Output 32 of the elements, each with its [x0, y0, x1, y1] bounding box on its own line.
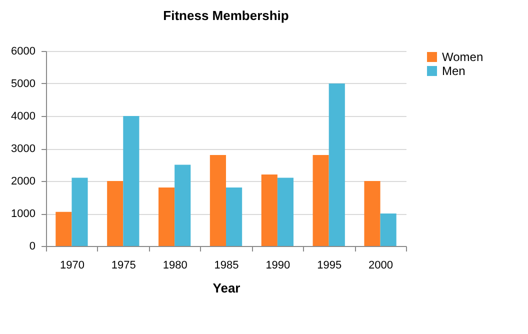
bar — [210, 155, 226, 246]
bar — [380, 214, 396, 246]
y-tick-label: 4000 — [11, 110, 36, 122]
x-axis-title: Year — [212, 280, 240, 296]
x-tick-label: 2000 — [368, 260, 394, 272]
x-tick-label: 1980 — [162, 260, 188, 272]
bar — [277, 178, 294, 246]
y-tick-label: 5000 — [11, 78, 36, 90]
bar — [328, 84, 345, 246]
bar — [261, 174, 278, 246]
bar — [174, 164, 191, 246]
y-tick-label: 1000 — [11, 208, 36, 220]
legend-label: Women — [442, 50, 484, 64]
bar — [107, 181, 124, 246]
legend-label: Men — [442, 64, 466, 78]
bar — [312, 155, 329, 246]
x-tick-label: 1970 — [60, 260, 84, 272]
x-tick-label: 1985 — [214, 260, 239, 272]
bar — [123, 116, 140, 246]
y-tick-label: 6000 — [11, 46, 36, 58]
y-tick-label: 3000 — [11, 143, 36, 155]
chart-title: Fitness Membership — [163, 8, 289, 23]
bar — [364, 181, 380, 246]
x-tick-label: 1990 — [266, 260, 290, 272]
y-tick-label: 0 — [29, 240, 36, 252]
y-tick-label: 2000 — [11, 176, 36, 188]
bar — [158, 188, 175, 246]
bar — [72, 178, 88, 246]
bar — [56, 212, 72, 246]
x-tick-label: 1995 — [317, 260, 342, 272]
bar — [226, 188, 242, 246]
x-tick-label: 1975 — [111, 260, 136, 272]
